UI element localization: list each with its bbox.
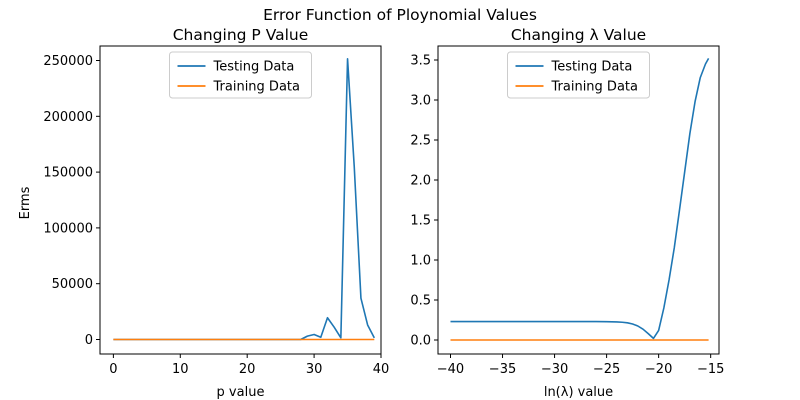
axes-frame: [99, 45, 382, 355]
y-tick-label: 2.0: [410, 174, 431, 189]
x-tick-label: 0: [109, 362, 117, 377]
y-tick-label: 0: [85, 333, 93, 348]
x-tick-label: −35: [489, 362, 516, 377]
y-tick-label: 3.5: [410, 54, 431, 69]
legend: Testing Data Training Data: [169, 51, 312, 99]
x-tick-label: −20: [645, 362, 672, 377]
x-tick-label: 10: [172, 362, 189, 377]
y-tick-label: 3.0: [410, 94, 431, 109]
legend: Testing Data Training Data: [507, 51, 650, 99]
y-axis-label: Erms: [18, 186, 33, 219]
series-line-0: [113, 58, 376, 341]
subplot-p-value: Changing P Value p value Erms 0 10 20 30 40 0…: [18, 26, 389, 400]
figure-suptitle: Error Function of Ploynomial Values: [263, 6, 537, 24]
x-tick-label: −25: [593, 362, 620, 377]
subplot-title: Changing λ Value: [511, 26, 646, 44]
legend-label: Testing Data: [213, 60, 295, 75]
axes-frame: [437, 45, 720, 355]
y-tick-label: 50000: [52, 277, 93, 292]
x-tick-label: −15: [697, 362, 724, 377]
subplot-lambda-value: Changing λ Value ln(λ) value −40 −35 −30 −2…: [410, 26, 724, 400]
x-axis-label: p value: [217, 385, 265, 400]
y-tick-label: 0.5: [410, 294, 431, 309]
subplot-title: Changing P Value: [173, 26, 309, 44]
y-tick-label: 100000: [43, 221, 93, 236]
y-tick-label: 0.0: [410, 334, 431, 349]
x-tick-label: −30: [541, 362, 568, 377]
x-tick-label: 30: [306, 362, 323, 377]
x-axis-label: ln(λ) value: [544, 385, 613, 400]
y-tick-label: 250000: [43, 54, 93, 69]
legend-label: Training Data: [213, 80, 300, 95]
x-tick-label: 40: [373, 362, 390, 377]
x-tick-label: −40: [437, 362, 464, 377]
y-tick-label: 150000: [43, 166, 93, 181]
y-tick-label: 1.0: [410, 254, 431, 269]
y-tick-label: 2.5: [410, 134, 431, 149]
series-line-0: [450, 58, 710, 340]
legend-label: Training Data: [551, 80, 638, 95]
y-tick-label: 1.5: [410, 214, 431, 229]
legend-label: Testing Data: [551, 60, 633, 75]
y-tick-label: 200000: [43, 110, 93, 125]
x-tick-label: 20: [239, 362, 256, 377]
